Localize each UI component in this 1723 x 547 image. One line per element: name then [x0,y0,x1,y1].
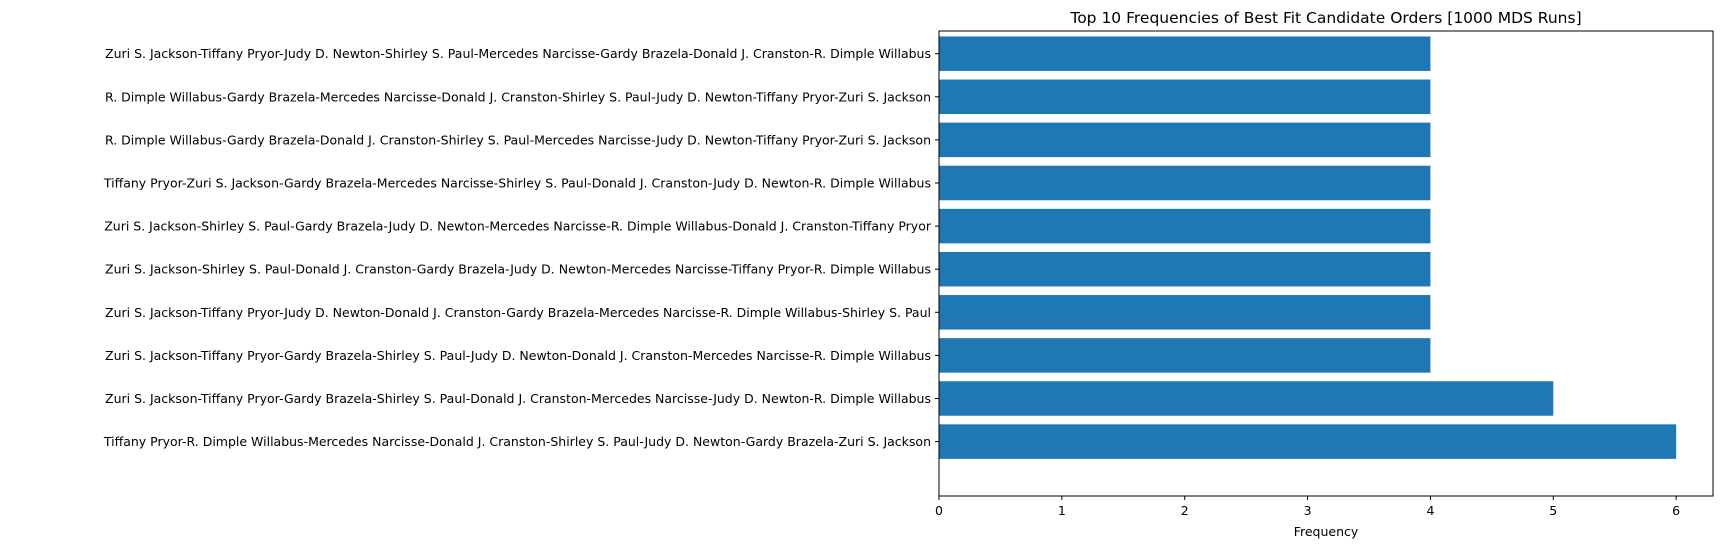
x-tick-label: 3 [1304,503,1312,518]
category-label: R. Dimple Willabus-Gardy Brazela-Donald … [105,132,931,147]
bars-group [939,36,1677,459]
bar-6 [939,251,1431,287]
x-tick-label: 5 [1549,503,1557,518]
category-label: Zuri S. Jackson-Tiffany Pryor-Gardy Braz… [105,391,931,406]
plot-frame [938,30,1714,497]
bar-4 [939,165,1431,201]
x-tick-label: 2 [1181,503,1189,518]
category-label: R. Dimple Willabus-Gardy Brazela-Mercede… [105,89,931,104]
category-label: Zuri S. Jackson-Tiffany Pryor-Judy D. Ne… [105,46,931,61]
x-tick-label: 4 [1426,503,1434,518]
x-tick-label: 1 [1058,503,1066,518]
bar-3 [939,122,1431,158]
x-axis-label: Frequency [1294,524,1359,539]
x-tick-label: 0 [935,503,943,518]
bar-1 [939,36,1431,71]
category-label: Zuri S. Jackson-Shirley S. Paul-Donald J… [105,262,931,277]
category-label: Tiffany Pryor-R. Dimple Willabus-Mercede… [103,434,931,449]
bar-10 [939,424,1677,459]
bar-8 [939,338,1431,373]
bar-2 [939,79,1431,115]
category-label: Zuri S. Jackson-Shirley S. Paul-Gardy Br… [104,219,932,234]
category-label: Tiffany Pryor-Zuri S. Jackson-Gardy Braz… [103,176,931,191]
bar-5 [939,208,1431,244]
category-label: Zuri S. Jackson-Tiffany Pryor-Judy D. Ne… [105,305,931,320]
category-labels: Zuri S. Jackson-Tiffany Pryor-Judy D. Ne… [103,46,939,449]
chart-title: Top 10 Frequencies of Best Fit Candidate… [1069,9,1581,27]
bar-9 [939,381,1554,416]
x-axis-ticks: 0 1 2 3 4 5 6 [935,496,1680,518]
category-label: Zuri S. Jackson-Tiffany Pryor-Gardy Braz… [105,348,931,363]
x-tick-label: 6 [1672,503,1680,518]
bar-7 [939,295,1431,330]
